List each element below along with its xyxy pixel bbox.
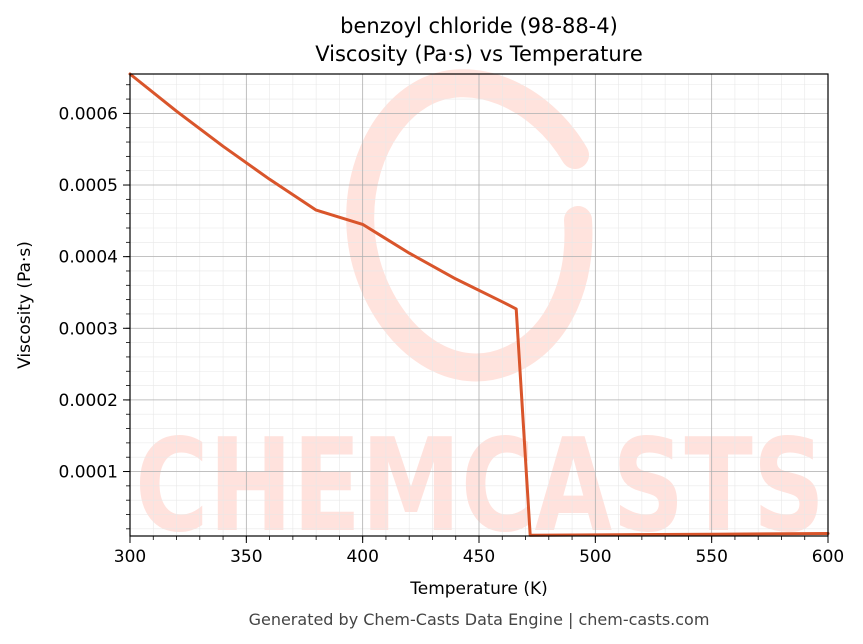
x-tick-label: 300 [114,547,146,567]
y-tick-label: 0.0003 [59,319,118,339]
x-tick-label: 350 [230,547,262,567]
chart-subtitle: Viscosity (Pa·s) vs Temperature [315,42,643,66]
x-tick-label: 400 [346,547,378,567]
y-tick-label: 0.0006 [59,104,118,124]
y-tick-label: 0.0005 [59,176,118,196]
x-tick-label: 500 [579,547,611,567]
y-tick-label: 0.0004 [59,248,118,268]
watermark-text: CHEMCASTS [135,412,825,561]
y-axis-label: Viscosity (Pa·s) [15,241,35,369]
series-layer [128,72,830,537]
series-line [128,72,830,537]
x-tick-label: 600 [812,547,844,567]
plot-area: CHEMCASTS [128,69,830,561]
x-axis: 300 350 400 450 500 550 600 [114,536,844,567]
watermark-ring [346,69,593,382]
x-tick-label: 550 [695,547,727,567]
x-axis-label: Temperature (K) [409,579,548,599]
y-axis: 0.0001 0.0002 0.0003 0.0004 0.0005 0.0006 [59,84,130,530]
chart-title: benzoyl chloride (98-88-4) [340,14,618,38]
y-tick-label: 0.0002 [59,391,118,411]
x-tick-label: 450 [463,547,495,567]
footer-credit: Generated by Chem-Casts Data Engine | ch… [249,610,710,629]
y-tick-label: 0.0001 [59,463,118,483]
